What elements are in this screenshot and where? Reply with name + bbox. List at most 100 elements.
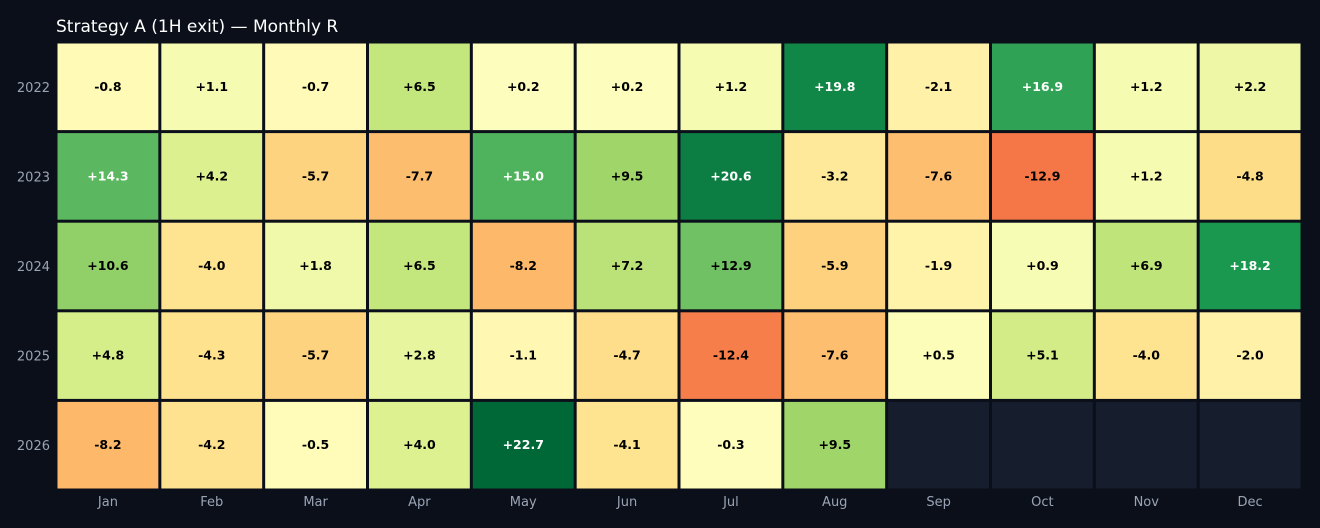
y-axis-ticks: 2022 2023 2024 2025 2026 <box>17 81 50 454</box>
heatmap-cell <box>161 401 263 489</box>
cell-value-label: +6.9 <box>1130 258 1163 273</box>
heatmap-cell <box>1199 133 1301 220</box>
cell-value-label: +1.2 <box>715 79 748 94</box>
cell-value-label: +1.8 <box>299 258 332 273</box>
cell-value-label: -2.1 <box>925 79 952 94</box>
x-tick-label: Sep <box>926 495 951 510</box>
heatmap-cell <box>576 43 678 131</box>
heatmap-cell <box>369 312 470 399</box>
heatmap-cell <box>1095 43 1197 131</box>
x-tick-label: Apr <box>408 495 431 510</box>
cell-value-label: +12.9 <box>710 258 751 273</box>
heatmap-cell <box>472 43 574 131</box>
heatmap-cell <box>161 133 263 220</box>
cell-value-label: +2.2 <box>1234 79 1267 94</box>
cell-value-label: +1.2 <box>1130 168 1163 183</box>
cell-value-label: -4.3 <box>198 348 225 363</box>
heatmap-cell <box>161 222 263 310</box>
cell-value-label: +20.6 <box>710 168 752 183</box>
cell-value-label: +0.9 <box>1026 258 1059 273</box>
chart-title: Strategy A (1H exit) — Monthly R <box>56 17 338 37</box>
cell-value-label: -0.5 <box>302 437 329 452</box>
y-tick-label: 2022 <box>17 81 50 96</box>
cell-value-label: +4.8 <box>92 348 125 363</box>
heatmap-cell <box>57 222 159 310</box>
heatmap-cell <box>784 133 886 220</box>
heatmap-cell <box>1199 43 1301 131</box>
x-tick-label: Feb <box>200 495 223 510</box>
cell-value-label: -8.2 <box>510 258 537 273</box>
y-tick-label: 2023 <box>17 170 50 185</box>
cell-value-label: -5.9 <box>821 258 848 273</box>
heatmap-cell <box>369 401 470 489</box>
heatmap-cell <box>472 312 574 399</box>
heatmap-cell <box>265 43 366 131</box>
heatmap-cell <box>784 222 886 310</box>
heatmap-cell <box>992 43 1093 131</box>
y-tick-label: 2025 <box>17 350 50 365</box>
heatmap-cell <box>472 133 574 220</box>
heatmap-cell <box>57 43 159 131</box>
heatmap-cell <box>1095 222 1197 310</box>
heatmap-cell <box>161 312 263 399</box>
cell-value-label: +18.2 <box>1229 258 1270 273</box>
cell-value-label: -4.0 <box>1133 348 1161 363</box>
heatmap-cell <box>369 222 470 310</box>
cell-value-label: +1.1 <box>195 79 228 94</box>
heatmap-cell <box>784 312 886 399</box>
cell-value-label: -0.7 <box>302 79 329 94</box>
x-tick-label: Dec <box>1238 495 1263 510</box>
heatmap-cell <box>680 401 782 489</box>
cell-value-label: +15.0 <box>503 168 545 183</box>
heatmap-cell <box>992 222 1093 310</box>
x-tick-label: May <box>510 495 537 510</box>
heatmap-cell <box>1199 222 1301 310</box>
heatmap-cell <box>265 401 366 489</box>
cell-value-label: +4.2 <box>195 168 228 183</box>
heatmap-cell <box>680 222 782 310</box>
cell-value-label: +19.8 <box>814 79 855 94</box>
cell-value-label: -4.8 <box>1236 168 1263 183</box>
cell-value-label: +0.5 <box>922 348 955 363</box>
cell-value-label: -7.6 <box>821 348 849 363</box>
x-tick-label: Oct <box>1031 495 1053 510</box>
x-axis-ticks: Jan Feb Mar Apr May Jun Jul Aug Sep Oct Nov Dec <box>97 495 1263 510</box>
heatmap-cell <box>1199 312 1301 399</box>
cell-value-label: +1.2 <box>1130 79 1163 94</box>
heatmap-cell <box>161 43 263 131</box>
cell-value-label: -3.2 <box>821 168 848 183</box>
heatmap-cell-empty <box>1095 401 1197 489</box>
cell-value-label: +16.9 <box>1022 79 1063 94</box>
heatmap-value-labels: -0.8 +1.1 -0.7 +6.5 +0.2 +0.2 +1.2 +19.8 -2.1 +16… <box>87 79 1270 452</box>
cell-value-label: +4.0 <box>403 437 436 452</box>
heatmap-cell <box>576 133 678 220</box>
cell-value-label: +7.2 <box>611 258 644 273</box>
cell-value-label: -1.9 <box>925 258 952 273</box>
heatmap-cell <box>265 133 366 220</box>
heatmap-cell <box>576 312 678 399</box>
cell-value-label: -1.1 <box>510 348 537 363</box>
cell-value-label: -12.4 <box>713 348 749 363</box>
heatmap-cell <box>57 133 159 220</box>
heatmap-cell <box>576 222 678 310</box>
heatmap-cell <box>784 401 886 489</box>
cell-value-label: +9.5 <box>611 168 644 183</box>
heatmap-cell <box>888 312 989 399</box>
cell-value-label: -4.2 <box>198 437 225 452</box>
heatmap-cell <box>680 133 782 220</box>
heatmap-cell <box>265 312 366 399</box>
heatmap-cell <box>888 133 989 220</box>
heatmap-cell <box>265 222 366 310</box>
x-tick-label: Mar <box>303 495 328 510</box>
heatmap-cells <box>57 43 1301 489</box>
y-tick-label: 2024 <box>17 260 50 275</box>
cell-value-label: +6.5 <box>403 79 436 94</box>
heatmap-cell <box>57 312 159 399</box>
heatmap-cell-empty <box>888 401 989 489</box>
heatmap-cell <box>472 222 574 310</box>
cell-value-label: -4.0 <box>198 258 226 273</box>
heatmap-cell-empty <box>1199 401 1301 489</box>
heatmap-cell <box>472 401 574 489</box>
cell-value-label: +0.2 <box>507 79 540 94</box>
